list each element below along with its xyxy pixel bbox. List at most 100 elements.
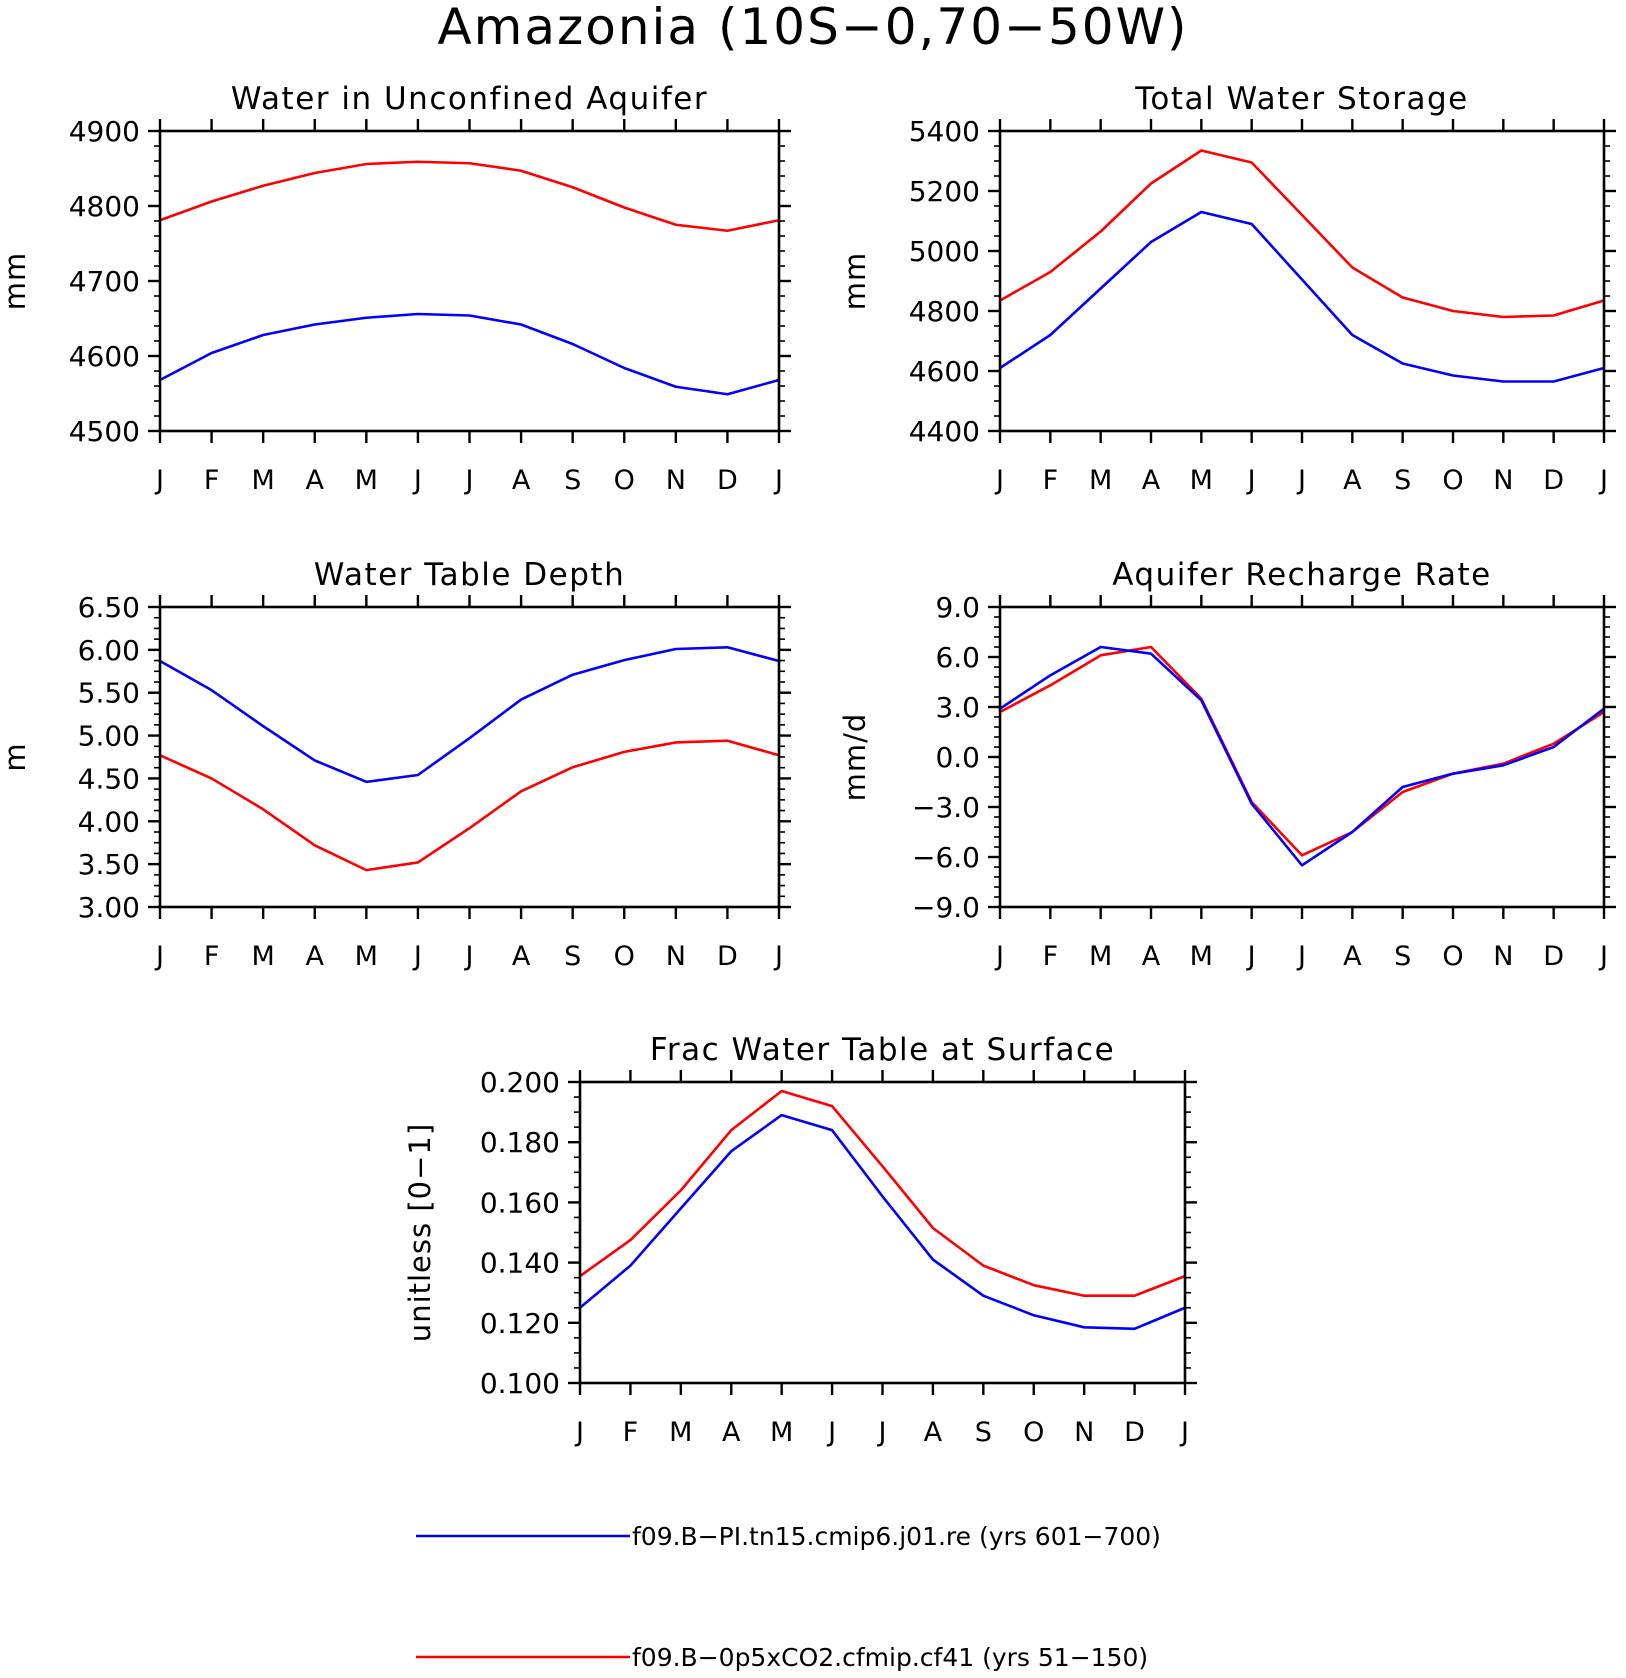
x-tick-label: J — [574, 1417, 584, 1448]
y-tick-label: 5000 — [909, 235, 980, 268]
y-tick-label: 0.140 — [480, 1247, 560, 1280]
x-tick-label: M — [1190, 941, 1213, 972]
x-tick-label: A — [924, 1417, 943, 1448]
x-tick-label: O — [1023, 1417, 1044, 1448]
x-tick-label: J — [412, 465, 422, 496]
y-tick-label: 4600 — [909, 355, 980, 388]
y-tick-label: 0.200 — [480, 1066, 560, 1099]
y-axis-label: m — [0, 742, 32, 771]
x-tick-label: J — [154, 465, 164, 496]
y-tick-label: 5200 — [909, 175, 980, 208]
x-tick-label: M — [355, 941, 378, 972]
x-tick-label: J — [1598, 941, 1608, 972]
y-tick-label: 0.160 — [480, 1186, 560, 1219]
x-tick-label: S — [1394, 465, 1411, 496]
y-tick-label: 4800 — [69, 190, 140, 223]
x-tick-label: S — [975, 1417, 992, 1448]
legend: f09.B−PI.tn15.cmip6.j01.re (yrs 601−700)… — [416, 1522, 1161, 1672]
y-axis-label: unitless [0−1] — [403, 1123, 437, 1342]
series-line-0 — [579, 1113, 1186, 1331]
x-tick-label: J — [877, 1417, 887, 1448]
x-tick-label: O — [614, 465, 635, 496]
y-tick-label: 6.0 — [935, 641, 980, 674]
series-line-0 — [999, 645, 1605, 857]
x-tick-label: J — [412, 941, 422, 972]
x-tick-label: A — [306, 941, 325, 972]
y-tick-label: 4700 — [69, 265, 140, 298]
x-tick-label: A — [306, 465, 325, 496]
y-tick-label: 5400 — [909, 115, 980, 148]
y-tick-label: 4800 — [909, 295, 980, 328]
series-line-1 — [159, 739, 780, 872]
x-tick-label: S — [564, 941, 581, 972]
x-tick-label: A — [1142, 465, 1161, 496]
x-tick-label: N — [1074, 1417, 1094, 1448]
x-tick-label: S — [564, 465, 581, 496]
x-tick-label: A — [1142, 941, 1161, 972]
x-tick-label: O — [1442, 465, 1463, 496]
x-tick-label: O — [614, 941, 635, 972]
y-tick-label: 0.0 — [935, 741, 980, 774]
plot-frame — [158, 605, 781, 909]
x-tick-label: N — [1493, 465, 1513, 496]
x-tick-label: J — [1179, 1417, 1189, 1448]
x-tick-label: D — [717, 465, 738, 496]
x-tick-label: J — [464, 941, 474, 972]
x-tick-label: J — [1296, 465, 1306, 496]
legend-label-0: f09.B−PI.tn15.cmip6.j01.re (yrs 601−700) — [632, 1522, 1161, 1551]
y-tick-label: 6.00 — [78, 634, 140, 667]
x-tick-label: F — [1043, 465, 1059, 496]
x-tick-label: J — [154, 941, 164, 972]
y-axis-label: mm/d — [838, 713, 872, 802]
x-tick-label: J — [1246, 465, 1256, 496]
y-tick-label: 4600 — [69, 340, 140, 373]
panel-title: Total Water Storage — [1134, 81, 1469, 117]
figure-title: Amazonia (10S−0,70−50W) — [437, 0, 1188, 56]
x-tick-label: A — [512, 941, 531, 972]
panel-title: Water Table Depth — [314, 557, 625, 593]
y-tick-label: −3.0 — [912, 791, 980, 824]
x-tick-label: O — [1442, 941, 1463, 972]
x-tick-label: J — [994, 465, 1004, 496]
series-line-0 — [159, 312, 780, 396]
y-tick-label: 4.50 — [78, 762, 140, 795]
x-tick-label: M — [770, 1417, 793, 1448]
y-tick-label: 4500 — [69, 415, 140, 448]
panel-title: Aquifer Recharge Rate — [1112, 557, 1491, 593]
y-tick-label: 9.0 — [935, 591, 980, 624]
x-tick-label: A — [1343, 941, 1362, 972]
y-tick-label: −6.0 — [912, 841, 980, 874]
plot-frame — [158, 129, 781, 433]
x-tick-label: F — [1043, 941, 1059, 972]
x-tick-label: A — [512, 465, 531, 496]
x-tick-label: S — [1394, 941, 1411, 972]
x-tick-label: M — [252, 465, 275, 496]
x-tick-label: A — [1343, 465, 1362, 496]
x-tick-label: F — [204, 465, 220, 496]
x-tick-label: N — [666, 465, 686, 496]
x-tick-label: J — [1296, 941, 1306, 972]
x-tick-label: N — [1493, 941, 1513, 972]
x-tick-label: J — [464, 465, 474, 496]
y-axis-label: mm — [838, 252, 872, 311]
x-tick-label: M — [1190, 465, 1213, 496]
x-tick-label: D — [1543, 941, 1564, 972]
x-tick-label: D — [1124, 1417, 1145, 1448]
x-tick-label: J — [826, 1417, 836, 1448]
y-tick-label: 5.50 — [78, 677, 140, 710]
x-tick-label: J — [994, 941, 1004, 972]
panel-title: Water in Unconfined Aquifer — [231, 81, 708, 117]
panel-3: −9.0−6.0−3.00.03.06.09.0J F M A M J J A S O N D JAqu… — [838, 557, 1616, 972]
plot-frame — [578, 1080, 1187, 1385]
series-line-1 — [999, 149, 1605, 319]
x-tick-label: J — [773, 941, 783, 972]
x-tick-label: M — [355, 465, 378, 496]
y-tick-label: 0.180 — [480, 1126, 560, 1159]
y-tick-label: 4.00 — [78, 805, 140, 838]
x-tick-label: F — [204, 941, 220, 972]
